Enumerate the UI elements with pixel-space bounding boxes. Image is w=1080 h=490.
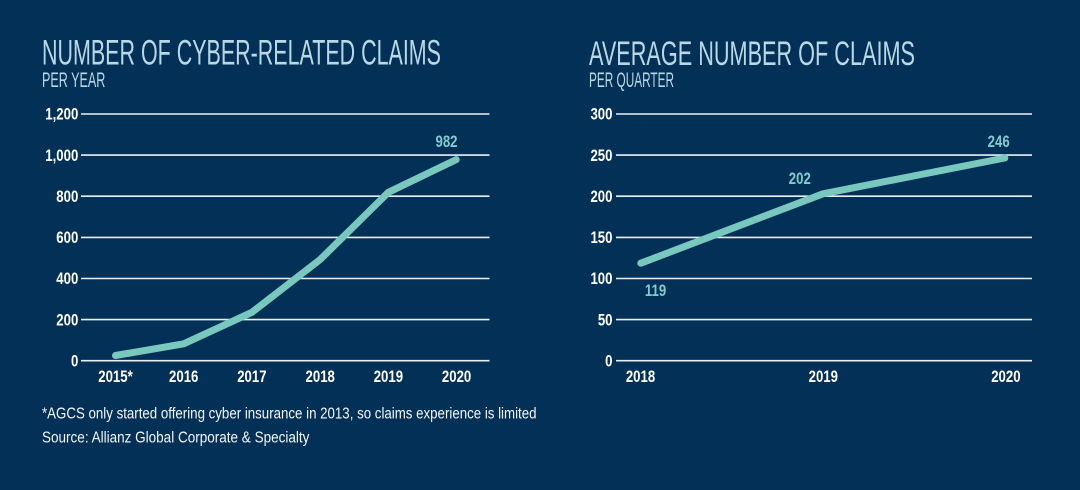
svg-text:100: 100 (590, 271, 612, 289)
svg-text:0: 0 (71, 353, 78, 371)
svg-text:2016: 2016 (169, 369, 198, 387)
svg-text:2015*: 2015* (98, 369, 133, 387)
svg-text:202: 202 (789, 171, 811, 189)
svg-text:600: 600 (56, 230, 78, 248)
svg-text:246: 246 (988, 134, 1010, 152)
svg-text:300: 300 (590, 107, 612, 125)
svg-text:Source: Allianz Global Corpora: Source: Allianz Global Corporate & Speci… (42, 430, 310, 447)
svg-text:2019: 2019 (809, 369, 838, 387)
svg-text:2020: 2020 (442, 369, 471, 387)
svg-text:*AGCS only started offering cy: *AGCS only started offering cyber insura… (42, 405, 537, 422)
svg-text:150: 150 (590, 230, 612, 248)
svg-text:982: 982 (435, 134, 457, 152)
svg-text:2019: 2019 (374, 369, 403, 387)
svg-text:PER YEAR: PER YEAR (42, 69, 105, 92)
svg-text:400: 400 (56, 271, 78, 289)
svg-text:2018: 2018 (306, 369, 335, 387)
svg-text:200: 200 (56, 312, 78, 330)
svg-text:PER QUARTER: PER QUARTER (589, 69, 674, 92)
svg-text:250: 250 (590, 148, 612, 166)
svg-text:2020: 2020 (991, 369, 1020, 387)
svg-text:NUMBER OF CYBER-RELATED CLAIMS: NUMBER OF CYBER-RELATED CLAIMS (42, 34, 441, 73)
svg-text:0: 0 (605, 353, 612, 371)
svg-text:AVERAGE NUMBER OF CLAIMS: AVERAGE NUMBER OF CLAIMS (589, 35, 915, 73)
svg-text:119: 119 (645, 283, 666, 301)
svg-text:2017: 2017 (237, 369, 266, 387)
svg-text:200: 200 (590, 189, 612, 207)
svg-text:1,000: 1,000 (45, 148, 78, 166)
svg-text:2018: 2018 (626, 369, 655, 387)
svg-text:50: 50 (598, 312, 613, 330)
svg-text:1,200: 1,200 (45, 107, 78, 125)
svg-text:800: 800 (56, 189, 78, 207)
